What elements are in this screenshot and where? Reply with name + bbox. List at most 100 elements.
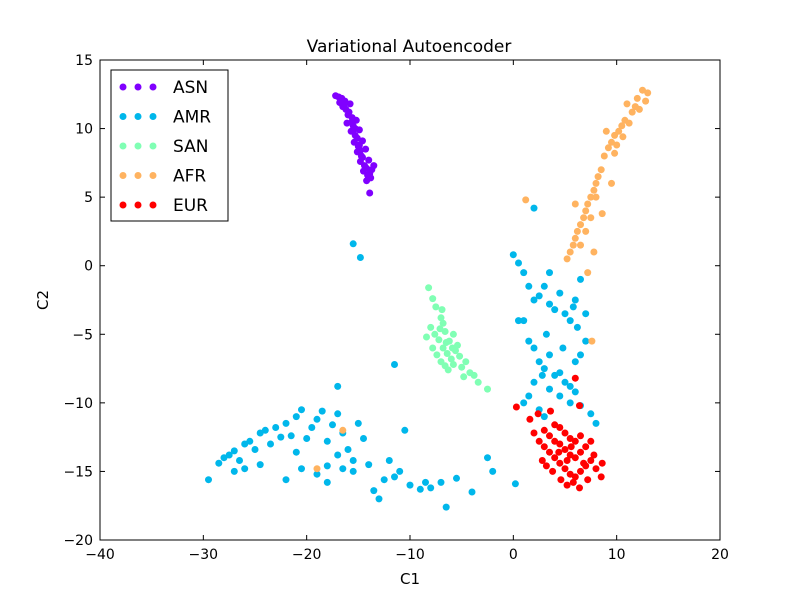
x-tick-label: −30	[189, 547, 219, 563]
legend-marker-eur	[134, 201, 142, 209]
point-amr	[356, 254, 364, 261]
point-amr	[313, 415, 321, 423]
point-afr	[580, 214, 588, 222]
point-afr	[573, 227, 581, 235]
point-amr	[360, 435, 367, 442]
point-amr	[546, 300, 553, 308]
y-tick-label: −15	[63, 464, 93, 480]
point-asn	[366, 189, 374, 197]
point-amr	[540, 282, 548, 290]
point-asn	[340, 101, 348, 109]
point-afr	[590, 186, 598, 194]
point-afr	[633, 94, 641, 102]
point-amr	[437, 478, 445, 486]
point-amr	[292, 413, 300, 421]
point-amr	[349, 457, 357, 464]
point-eur	[561, 465, 569, 473]
point-amr	[571, 296, 579, 304]
point-san	[438, 306, 446, 314]
point-amr	[530, 204, 538, 212]
point-asn	[355, 141, 363, 149]
point-san	[458, 363, 466, 371]
point-eur	[546, 448, 553, 456]
legend-label-san: SAN	[173, 137, 208, 157]
point-amr	[546, 385, 553, 393]
point-afr	[597, 166, 605, 174]
point-amr	[530, 344, 538, 352]
y-tick-label: 10	[75, 122, 93, 138]
point-amr	[308, 424, 316, 431]
point-eur	[563, 481, 571, 489]
point-asn	[353, 134, 361, 142]
point-eur	[576, 402, 583, 410]
point-eur	[526, 415, 534, 423]
point-amr	[546, 351, 553, 359]
x-tick-label: −20	[292, 547, 322, 563]
point-eur	[542, 462, 550, 470]
point-asn	[348, 118, 356, 126]
point-asn	[363, 177, 371, 185]
point-san	[431, 330, 439, 338]
point-eur	[584, 476, 592, 484]
point-afr	[618, 122, 626, 130]
point-eur	[597, 473, 605, 481]
point-amr	[391, 473, 398, 481]
legend-marker-afr	[134, 172, 142, 179]
point-afr	[600, 152, 608, 160]
point-asn	[345, 108, 353, 116]
point-amr	[205, 476, 212, 484]
point-amr	[391, 361, 398, 368]
point-afr	[598, 210, 606, 218]
point-eur	[547, 407, 554, 415]
legend-marker-afr	[149, 172, 157, 179]
point-afr	[339, 426, 347, 434]
point-amr	[261, 426, 269, 434]
point-afr	[587, 193, 595, 201]
point-amr	[416, 485, 424, 493]
point-amr	[298, 465, 305, 473]
point-eur	[555, 448, 563, 456]
point-san	[429, 295, 437, 303]
point-san	[423, 333, 430, 341]
point-amr	[329, 421, 336, 429]
point-amr	[334, 410, 342, 418]
legend: ASN AMR SAN AFR EUR	[110, 69, 229, 222]
point-amr	[582, 337, 590, 345]
point-amr	[561, 378, 569, 386]
point-amr	[401, 426, 409, 434]
point-amr	[370, 487, 378, 495]
point-afr	[592, 193, 600, 201]
point-amr	[566, 399, 574, 407]
point-asn	[346, 100, 354, 108]
point-eur	[556, 459, 564, 467]
legend-marker-amr	[134, 113, 142, 120]
point-eur	[557, 476, 565, 484]
legend-label-eur: EUR	[173, 196, 208, 216]
point-eur	[534, 410, 542, 418]
point-san	[470, 371, 478, 379]
point-eur	[556, 440, 564, 448]
point-amr	[241, 465, 249, 473]
point-afr	[608, 138, 615, 146]
point-amr	[556, 392, 564, 400]
point-afr	[594, 173, 602, 181]
legend-marker-san	[119, 142, 127, 150]
point-afr	[642, 97, 650, 105]
point-san	[425, 284, 433, 292]
point-amr	[396, 467, 404, 475]
point-amr	[453, 474, 460, 482]
point-eur	[535, 437, 543, 445]
point-amr	[220, 454, 228, 462]
point-afr	[571, 200, 579, 208]
point-amr	[303, 435, 311, 442]
point-eur	[549, 467, 557, 475]
x-tick-label: 0	[509, 547, 518, 563]
ticks-layer: −40 −30 −20 −10 0 10 20 −20 −15 −10 −5 0 5 10 15	[63, 53, 728, 563]
point-amr	[530, 296, 538, 304]
point-afr	[569, 241, 577, 249]
point-amr	[256, 461, 264, 469]
point-amr	[551, 306, 559, 314]
point-amr	[538, 371, 546, 379]
point-san	[429, 344, 437, 352]
